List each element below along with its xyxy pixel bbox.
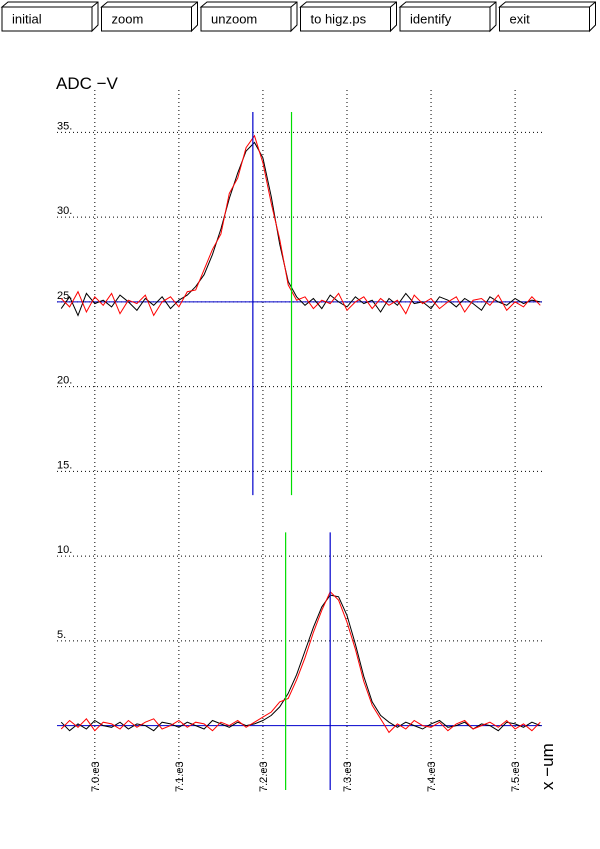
button-face	[1, 6, 93, 32]
button-label[interactable]: zoom	[112, 11, 144, 26]
data-line	[60, 141, 541, 317]
y-tick-label: 10.	[57, 544, 72, 556]
button-label[interactable]: exit	[510, 11, 531, 26]
button-face	[101, 6, 192, 32]
toolbar-button[interactable]: exit	[498, 1, 596, 33]
y-tick-label: 25.	[57, 290, 72, 302]
x-tick-label: 7.0.e3	[90, 761, 102, 792]
button-edge	[589, 1, 596, 8]
y-tick-label: 30.	[57, 205, 72, 217]
y-axis-label: ADC −V	[56, 74, 119, 93]
data-line	[60, 134, 541, 317]
x-tick-label: 7.5.e3	[510, 761, 522, 792]
button-label[interactable]: initial	[12, 11, 42, 26]
button-face	[499, 6, 590, 32]
y-tick-label: 15.	[57, 459, 72, 471]
toolbar-button[interactable]: to higz.ps	[299, 1, 397, 33]
button-edge	[91, 1, 99, 8]
button-edge	[191, 1, 198, 8]
button-label[interactable]: to higz.ps	[311, 11, 367, 26]
x-tick-label: 7.2.e3	[258, 761, 270, 792]
button-label[interactable]: identify	[410, 11, 452, 26]
y-tick-label: 35.	[57, 120, 72, 132]
y-tick-label: 20.	[57, 375, 72, 387]
x-axis-label: x −um	[538, 743, 557, 790]
button-face	[300, 6, 391, 32]
button-edge	[390, 1, 397, 8]
data-line	[60, 590, 541, 734]
x-tick-label: 7.1.e3	[174, 761, 186, 792]
toolbar-button[interactable]: identify	[398, 1, 497, 33]
toolbar-button[interactable]: initial	[0, 1, 99, 33]
button-face	[399, 6, 491, 32]
y-tick-label: 5.	[57, 629, 66, 641]
x-tick-label: 7.4.e3	[426, 761, 438, 792]
button-label[interactable]: unzoom	[211, 11, 257, 26]
data-line	[60, 594, 541, 732]
toolbar-button[interactable]: zoom	[100, 1, 198, 33]
x-tick-label: 7.3.e3	[342, 761, 354, 792]
button-edge	[489, 1, 497, 8]
button-edge	[290, 1, 298, 8]
button-face	[200, 6, 292, 32]
toolbar-button[interactable]: unzoom	[199, 1, 298, 33]
